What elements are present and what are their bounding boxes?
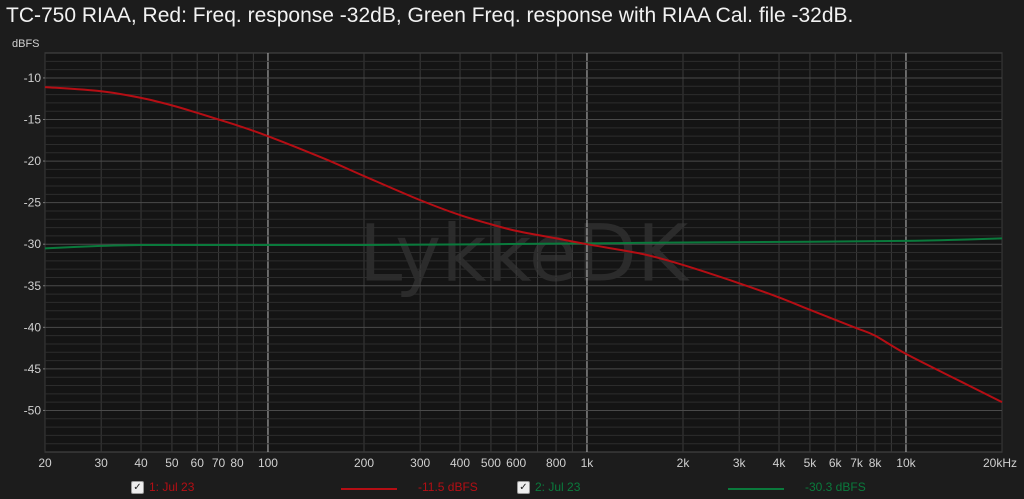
legend: ✓ 1: Jul 23 -11.5 dBFS ✓ 2: Jul 23 -30.3… (0, 478, 1024, 498)
series-lines (44, 86, 1003, 404)
x-tick-label: 80 (230, 456, 244, 470)
x-tick-label: 400 (450, 456, 470, 470)
x-tick-label: 200 (354, 456, 374, 470)
legend-label-series-2: 2: Jul 23 (535, 480, 581, 494)
grid-lines (44, 53, 1003, 452)
x-tick-label: 500 (481, 456, 501, 470)
series-line-2 (44, 237, 1003, 250)
y-tick-label: -40 (24, 320, 42, 334)
legend-item-series-1[interactable]: ✓ 1: Jul 23 (131, 480, 194, 494)
x-tick-label: 60 (191, 456, 205, 470)
x-tick-label: 20kHz (983, 456, 1017, 470)
legend-value-series-1: -11.5 dBFS (418, 480, 478, 494)
y-tick-label: -25 (24, 196, 42, 210)
y-axis-label: dBFS (12, 38, 40, 50)
legend-swatch-series-1 (341, 488, 397, 490)
x-tick-label: 600 (506, 456, 526, 470)
x-tick-label: 70 (212, 456, 226, 470)
y-tick-label: -45 (24, 362, 42, 376)
x-tick-label: 2k (677, 456, 691, 470)
legend-swatch-series-2 (728, 488, 784, 490)
y-tick-labels: -10 -15 -20 -25 -30 -35 -40 -45 -50 (24, 71, 45, 417)
x-tick-label: 800 (546, 456, 566, 470)
y-tick-label: -10 (24, 71, 42, 85)
legend-value-series-2: -30.3 dBFS (805, 480, 866, 494)
x-tick-label: 8k (869, 456, 883, 470)
x-tick-label: 300 (410, 456, 430, 470)
chart-title: TC-750 RIAA, Red: Freq. response -32dB, … (6, 4, 854, 27)
x-tick-labels: 20 30 40 50 60 70 80 100 200 300 400 500 600 800 1k 2k 3… (38, 456, 1017, 470)
legend-item-series-2[interactable]: ✓ 2: Jul 23 (517, 480, 580, 494)
x-tick-label: 10k (896, 456, 916, 470)
y-tick-label: -15 (24, 113, 42, 127)
x-tick-label: 7k (850, 456, 864, 470)
x-tick-label: 5k (804, 456, 818, 470)
checkbox-checked-icon[interactable]: ✓ (131, 480, 144, 494)
checkbox-checked-icon[interactable]: ✓ (517, 480, 530, 494)
y-tick-label: -35 (24, 279, 42, 293)
x-tick-label: 50 (165, 456, 179, 470)
series-line-1 (44, 86, 1003, 404)
x-tick-label: 30 (94, 456, 108, 470)
y-tick-label: -20 (24, 154, 42, 168)
x-tick-label: 3k (733, 456, 747, 470)
legend-label-series-1: 1: Jul 23 (149, 480, 195, 494)
x-tick-label: 4k (773, 456, 787, 470)
x-tick-label: 20 (38, 456, 52, 470)
watermark-text: LykkeDK (359, 210, 690, 300)
x-tick-label: 40 (134, 456, 148, 470)
x-tick-label: 6k (829, 456, 843, 470)
y-tick-label: -50 (24, 403, 42, 417)
y-tick-label: -30 (24, 237, 42, 251)
x-tick-label: 1k (581, 456, 595, 470)
x-tick-label: 100 (258, 456, 278, 470)
